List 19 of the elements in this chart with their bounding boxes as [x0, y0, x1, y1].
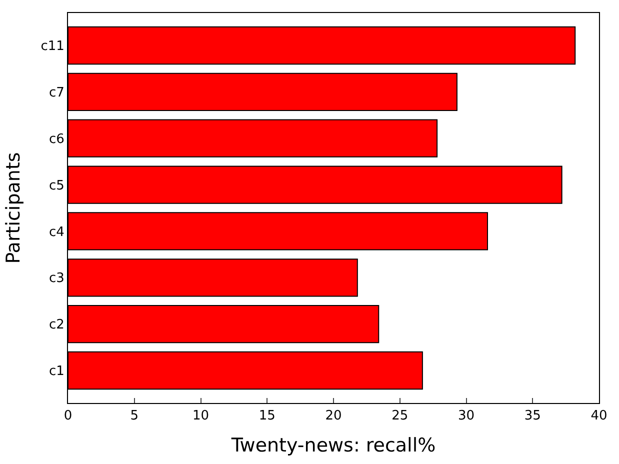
y-tick-label: c11	[40, 39, 64, 54]
y-tick-label: c5	[48, 178, 64, 194]
x-tick-label: 35	[524, 408, 541, 424]
x-tick-label: 30	[458, 408, 475, 424]
y-tick-label: c7	[48, 85, 64, 100]
x-tick-label: 40	[590, 408, 608, 424]
x-axis-title: Twenty-news: recall%	[230, 434, 436, 456]
x-tick-label: 5	[130, 408, 139, 424]
x-tick-label: 20	[325, 408, 342, 424]
x-tick-label: 25	[392, 408, 408, 424]
y-tick-label: c6	[48, 132, 64, 147]
y-tick-label: c1	[48, 364, 64, 380]
y-tick-label: c4	[48, 224, 64, 240]
y-axis-title: Participants	[2, 152, 25, 264]
x-tick-label: 10	[192, 408, 210, 424]
y-tick-label: c2	[48, 318, 64, 333]
x-tick-label: 15	[258, 408, 276, 424]
y-tick-label: c3	[48, 271, 64, 286]
x-tick-label: 0	[64, 408, 72, 424]
